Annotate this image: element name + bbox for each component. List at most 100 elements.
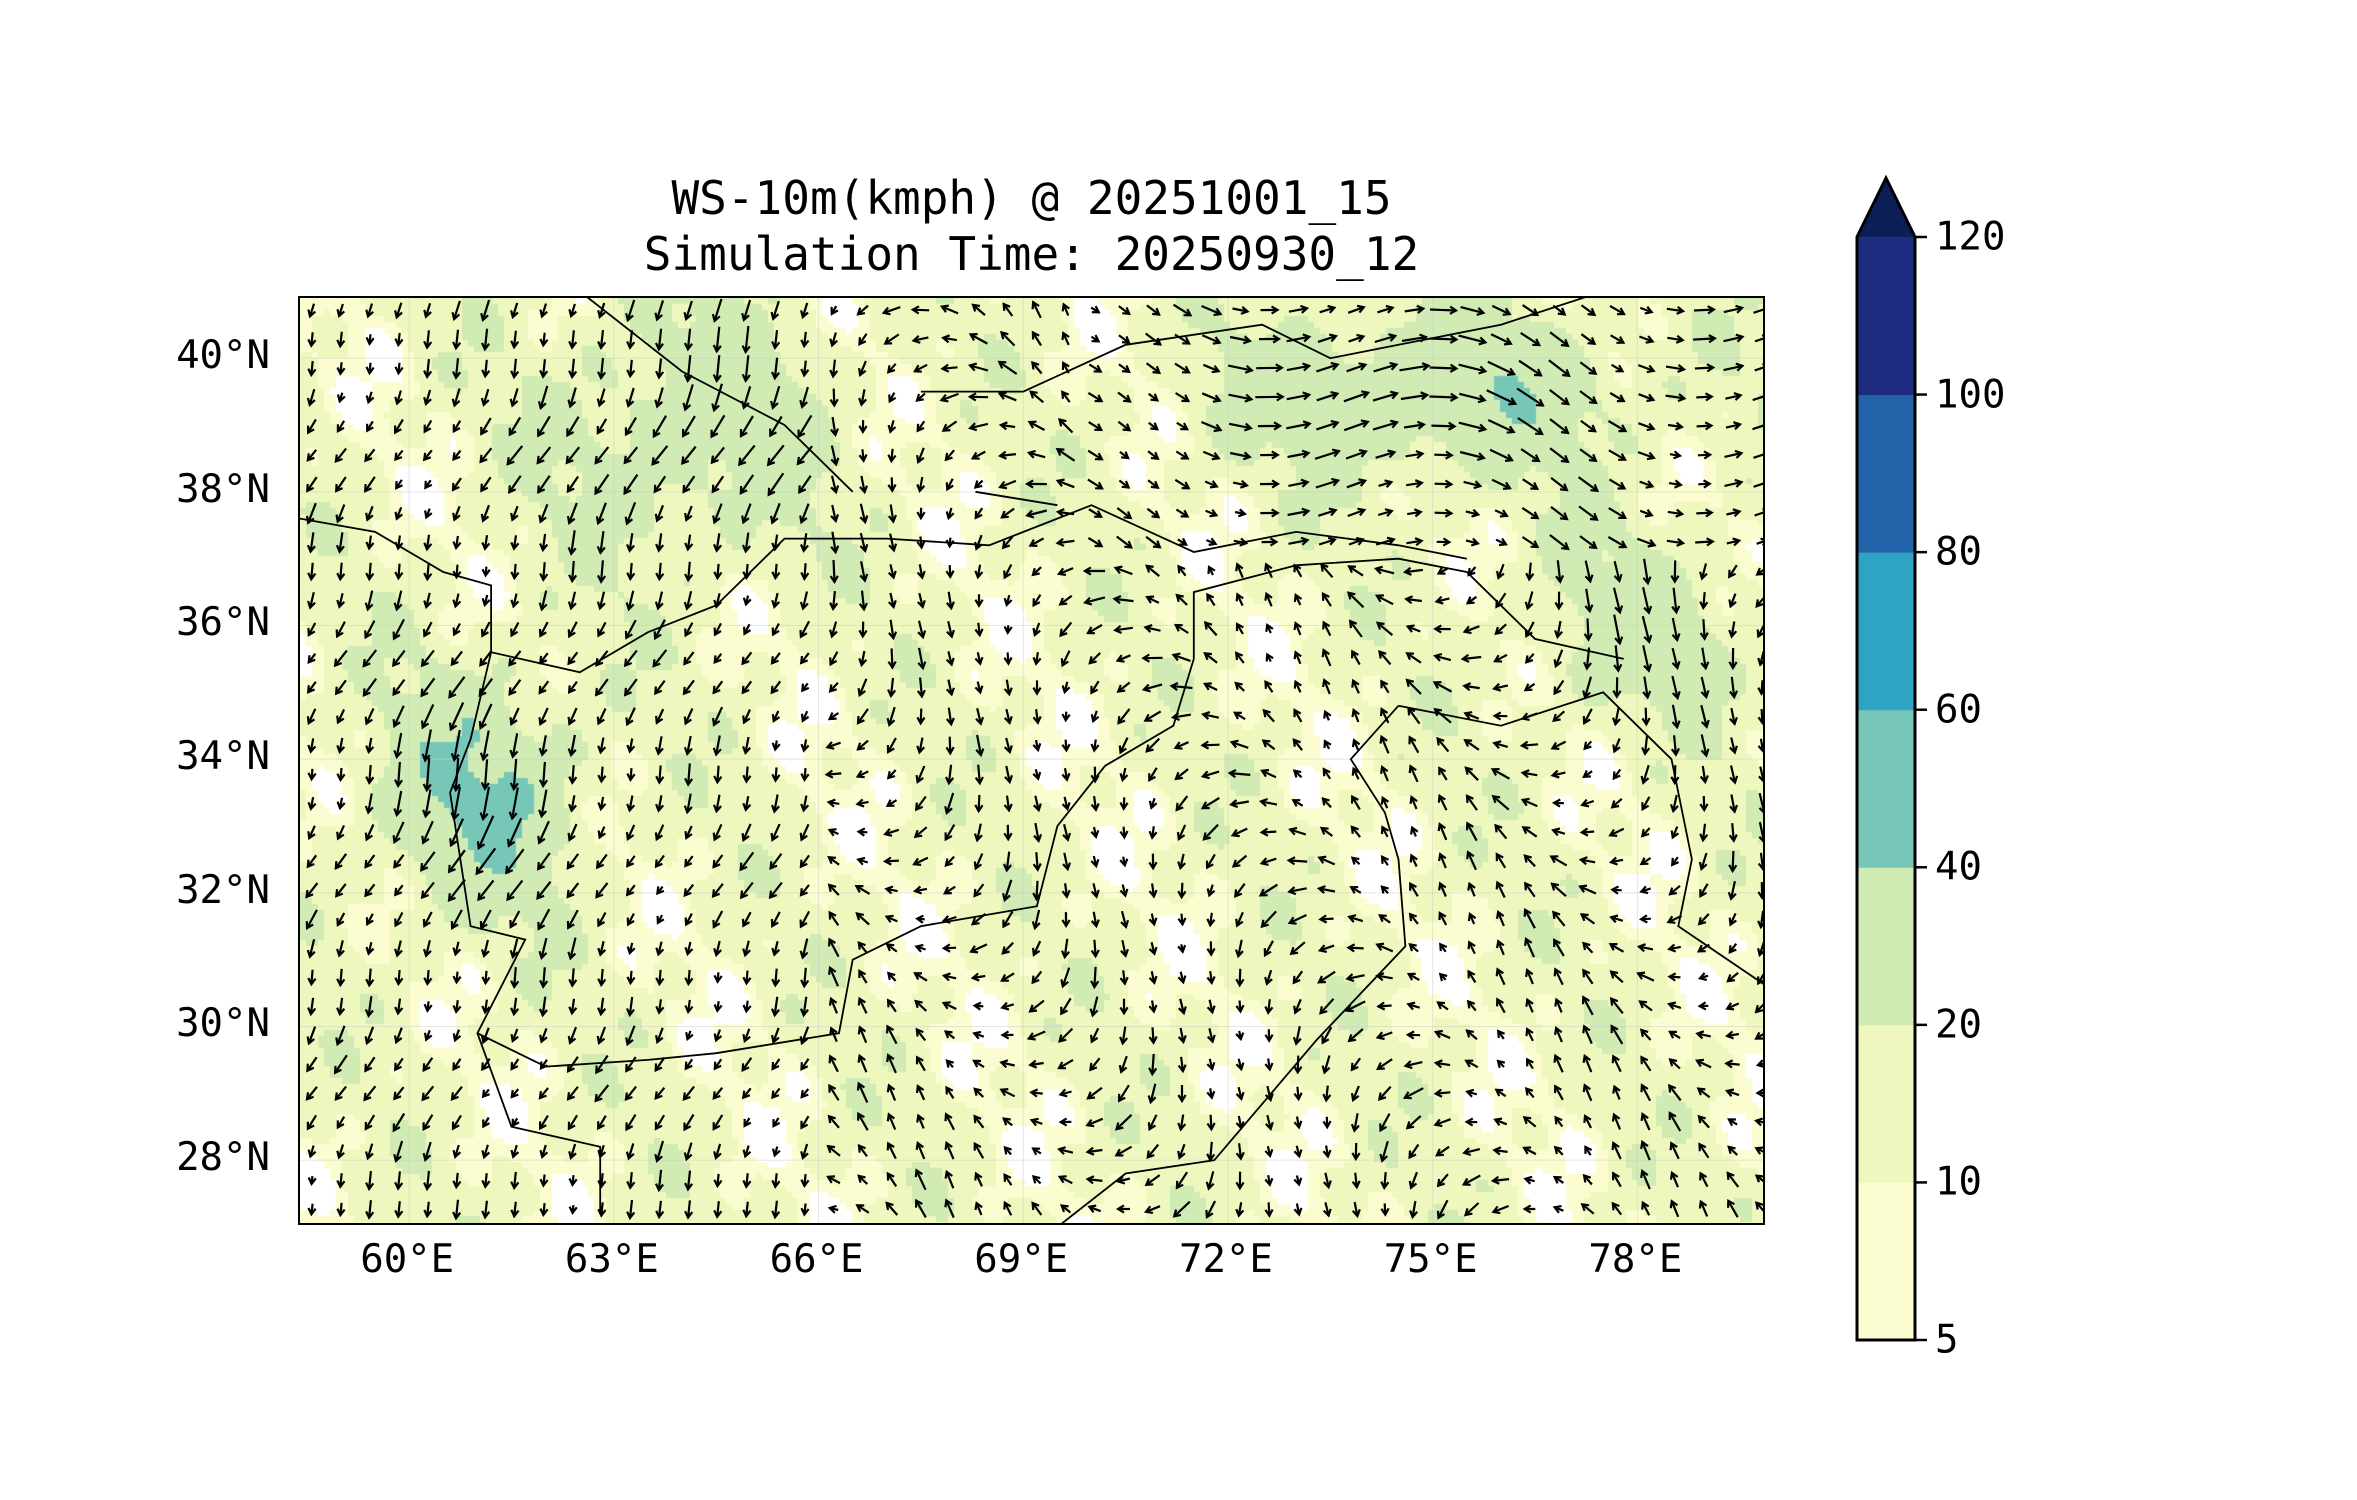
wind-arrow xyxy=(916,420,926,433)
wind-arrow xyxy=(1264,999,1274,1015)
wind-arrow xyxy=(941,334,957,344)
wind-arrow xyxy=(479,730,490,762)
wind-arrow xyxy=(1148,853,1158,871)
wind-arrow xyxy=(510,535,520,551)
wind-arrow xyxy=(1058,1088,1072,1098)
wind-arrow xyxy=(481,999,491,1015)
wind-arrow xyxy=(305,882,319,899)
wind-arrow xyxy=(625,299,636,323)
wind-arrow xyxy=(1757,973,1763,986)
wind-arrow xyxy=(393,1140,404,1164)
wind-arrow xyxy=(1757,680,1763,696)
wind-arrow xyxy=(883,828,900,837)
wind-arrow xyxy=(887,420,897,434)
wind-arrow xyxy=(1141,683,1163,693)
wind-arrow xyxy=(654,300,665,322)
wind-arrow xyxy=(1517,417,1544,436)
wind-arrow xyxy=(824,769,842,779)
wind-arrow xyxy=(944,1140,955,1160)
wind-arrow xyxy=(1234,681,1245,692)
wind-arrow xyxy=(1003,625,1013,635)
wind-arrow xyxy=(1232,479,1250,489)
wind-arrow xyxy=(539,1202,549,1218)
wind-arrow xyxy=(1467,969,1477,984)
wind-arrow xyxy=(364,996,374,1018)
wind-arrow xyxy=(1434,479,1454,489)
wind-arrow xyxy=(942,885,956,895)
wind-arrow xyxy=(855,1204,870,1214)
wind-arrow xyxy=(394,940,403,958)
chart-title: WS-10m(kmph) @ 20251001_15 xyxy=(671,171,1392,225)
wind-arrow xyxy=(945,707,955,727)
wind-arrow xyxy=(1227,364,1254,374)
wind-arrow xyxy=(655,562,665,582)
wind-arrow xyxy=(1611,1054,1622,1073)
country-border xyxy=(586,298,854,493)
wind-arrow xyxy=(1671,704,1681,730)
wind-arrow xyxy=(537,385,549,411)
wind-arrow xyxy=(1549,331,1570,348)
wind-arrow xyxy=(828,937,840,958)
wind-arrow xyxy=(394,563,404,581)
wind-arrow xyxy=(1756,624,1763,639)
wind-arrow xyxy=(1264,1175,1274,1187)
wind-arrow xyxy=(654,824,665,842)
wind-arrow xyxy=(1459,392,1487,404)
wind-arrow xyxy=(1061,912,1071,929)
wind-arrow xyxy=(568,1143,577,1161)
wind-arrow xyxy=(770,652,781,665)
wind-arrow xyxy=(422,1114,434,1132)
wind-arrow xyxy=(828,996,839,1014)
wind-arrow xyxy=(1699,1171,1709,1188)
wind-arrow xyxy=(684,534,694,552)
wind-arrow xyxy=(597,737,607,755)
wind-arrow xyxy=(1753,453,1763,459)
wind-arrow xyxy=(538,735,548,757)
wind-arrow xyxy=(394,762,404,789)
wind-arrow xyxy=(1060,997,1072,1016)
wind-arrow xyxy=(423,419,433,434)
wind-arrow xyxy=(1579,535,1598,550)
wind-arrow xyxy=(1524,881,1536,898)
wind-arrow xyxy=(1757,651,1763,667)
wind-arrow xyxy=(1726,508,1742,518)
wind-arrow xyxy=(1580,798,1595,808)
wind-arrow xyxy=(768,881,783,900)
wind-arrow xyxy=(452,593,462,609)
wind-arrow xyxy=(306,681,317,694)
wind-arrow xyxy=(1265,652,1274,663)
wind-arrow xyxy=(1146,1143,1160,1160)
wind-arrow xyxy=(1610,1024,1624,1045)
wind-arrow xyxy=(1462,1147,1481,1157)
wind-arrow xyxy=(1379,1113,1391,1133)
wind-arrow xyxy=(766,444,785,467)
y-tick-label: 32°N xyxy=(176,867,270,913)
wind-arrow xyxy=(365,505,374,522)
wind-arrow xyxy=(710,446,725,465)
wind-arrow xyxy=(1028,537,1045,547)
wind-arrow xyxy=(1612,768,1622,781)
wind-arrow xyxy=(1289,941,1306,956)
wind-arrow xyxy=(626,795,636,813)
wind-arrow xyxy=(1232,305,1250,315)
wind-arrow xyxy=(1554,1026,1563,1043)
wind-arrow xyxy=(307,622,317,637)
wind-arrow xyxy=(1145,595,1160,604)
wind-arrow xyxy=(1003,1172,1013,1186)
wind-arrow xyxy=(1115,654,1131,663)
wind-arrow xyxy=(915,1141,926,1160)
x-tick-label: 72°E xyxy=(1178,1237,1273,1282)
wind-arrow xyxy=(1640,1055,1652,1072)
wind-arrow xyxy=(799,533,809,553)
wind-arrow xyxy=(1493,653,1508,663)
wind-arrow xyxy=(1235,1058,1245,1072)
wind-arrow xyxy=(1757,709,1763,726)
wind-arrow xyxy=(420,851,436,872)
wind-arrow xyxy=(567,621,578,639)
wind-arrow xyxy=(481,359,491,379)
wind-arrow xyxy=(364,1056,376,1073)
wind-arrow xyxy=(743,623,752,636)
wind-arrow xyxy=(1119,451,1130,460)
wind-arrow xyxy=(1143,710,1162,722)
wind-arrow xyxy=(509,938,519,960)
